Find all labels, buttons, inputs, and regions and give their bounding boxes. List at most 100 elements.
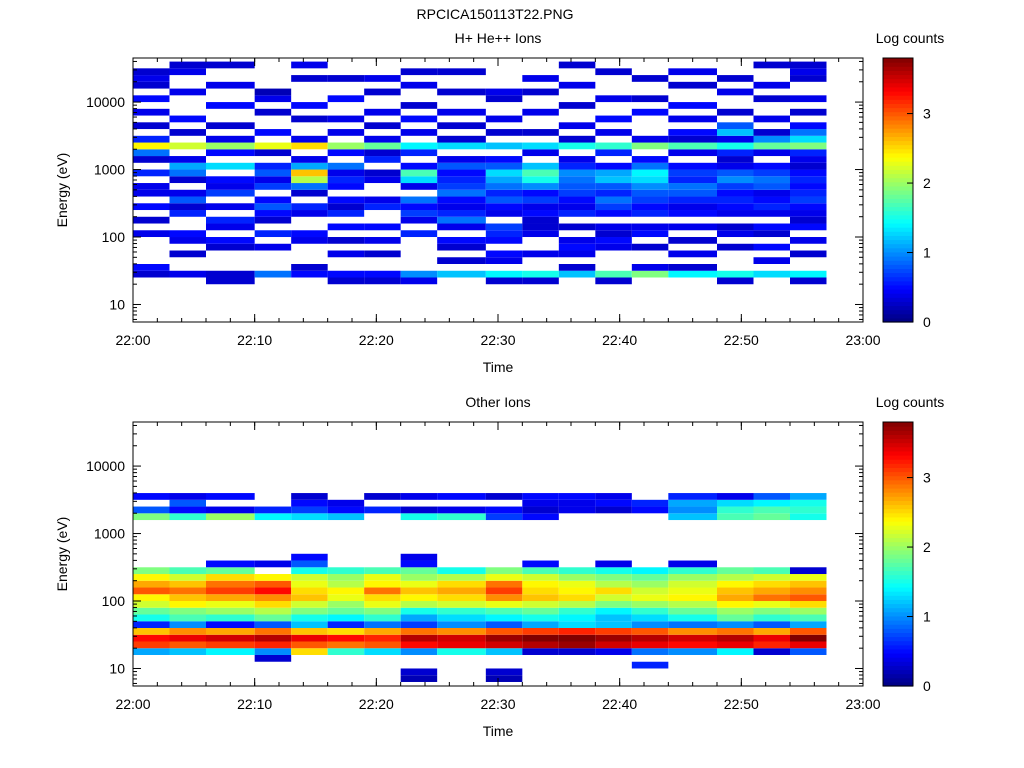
heatmap-cell [291,641,328,649]
heatmap-cell [790,621,827,628]
colorbar-step [883,591,913,596]
colorbar-step [883,74,913,80]
colorbar-step [883,648,913,654]
heatmap-cell [364,628,401,635]
colorbar-step [883,157,913,162]
heatmap-cell [522,88,559,96]
heatmap-cell [753,513,790,521]
heatmap-cell [364,122,401,130]
colorbar-step [883,152,913,158]
heatmap-cell [790,210,827,217]
heatmap-cell [595,621,632,628]
heatmap-cell [485,580,523,588]
heatmap-cell [790,149,827,157]
heatmap-cell [522,216,559,224]
heatmap-cell [717,513,754,521]
heatmap-cell [717,230,754,238]
heatmap-cell [400,580,438,588]
heatmap-cell [327,499,365,507]
heatmap-cell [327,594,365,602]
heatmap-cell [169,250,206,258]
heatmap-cell [291,594,328,602]
colorbar-step [883,537,913,543]
heatmap-cell [169,594,206,602]
heatmap-cell [206,621,255,628]
heatmap-cell [485,250,523,258]
heatmap-cell [668,102,717,109]
heatmap-cell [327,621,365,628]
heatmap-cell [631,574,669,581]
colorbar-step [883,541,913,547]
colorbar-step [883,58,913,63]
heatmap-cell [169,614,206,622]
heatmap-cell [595,169,632,177]
heatmap-cell [631,506,669,514]
heatmap-cell [133,135,170,143]
heatmap-cell [254,513,292,521]
heatmap-cell [206,513,255,521]
heatmap-cell [400,183,438,190]
heatmap-cell [169,607,206,615]
colorbar-step [883,161,913,166]
colorbar-step [883,82,913,88]
heatmap-cell [327,250,365,258]
heatmap-cell [485,634,523,642]
heatmap-cell [595,560,632,568]
heatmap-cell [206,628,255,635]
heatmap-cell [437,648,486,655]
heatmap-cell [668,513,717,521]
heatmap-cell [327,196,365,204]
heatmap-cell [717,587,754,595]
heatmap-cell [668,210,717,217]
y-tick-label: 1000 [94,526,125,542]
heatmap-cell [595,183,632,190]
heatmap-cell [595,580,632,588]
heatmap-cell [291,210,328,217]
heatmap-cell [790,567,827,575]
heatmap-cell [753,149,790,157]
heatmap-cell [254,196,292,204]
heatmap-cell [254,621,292,628]
heatmap-cell [790,75,827,82]
heatmap-cell [169,61,206,69]
heatmap-cell [400,196,438,204]
heatmap-cell [668,250,717,258]
heatmap-cell [522,641,559,649]
heatmap-cell [206,634,255,642]
heatmap-cell [668,648,717,655]
heatmap-cell [668,601,717,608]
x-tick-label: 22:00 [115,696,150,712]
colorbar-step [883,284,913,290]
heatmap-cell [595,648,632,655]
heatmap-cells [133,493,827,682]
heatmap-cell [169,580,206,588]
heatmap-cell [485,156,523,163]
colorbar-step [883,235,913,241]
heatmap-cell [254,203,292,211]
page-title: RPCICA150113T22.PNG [416,6,574,22]
heatmap-cell [254,142,292,150]
colorbar-step [883,525,913,530]
heatmap-cell [254,641,292,649]
heatmap-cell [254,149,292,157]
heatmap-cell [631,648,669,655]
heatmap-cell [169,587,206,595]
heatmap-cell [558,102,596,109]
heatmap-cell [668,560,717,568]
heatmap-cell [668,567,717,575]
heatmap-cell [485,115,523,123]
colorbar-step [883,426,913,431]
heatmap-cell [485,621,523,628]
heatmap-cell [206,176,255,184]
colorbar-step [883,177,913,183]
heatmap-cell [437,594,486,602]
colorbar-step [883,554,913,559]
heatmap-cell [717,628,754,635]
heatmap-cell [717,499,754,507]
heatmap-cell [595,499,632,507]
heatmap-cell [400,574,438,581]
heatmap-cell [595,149,632,157]
heatmap-cell [753,95,790,103]
heatmap-cell [327,628,365,635]
heatmap-cell [753,210,790,217]
